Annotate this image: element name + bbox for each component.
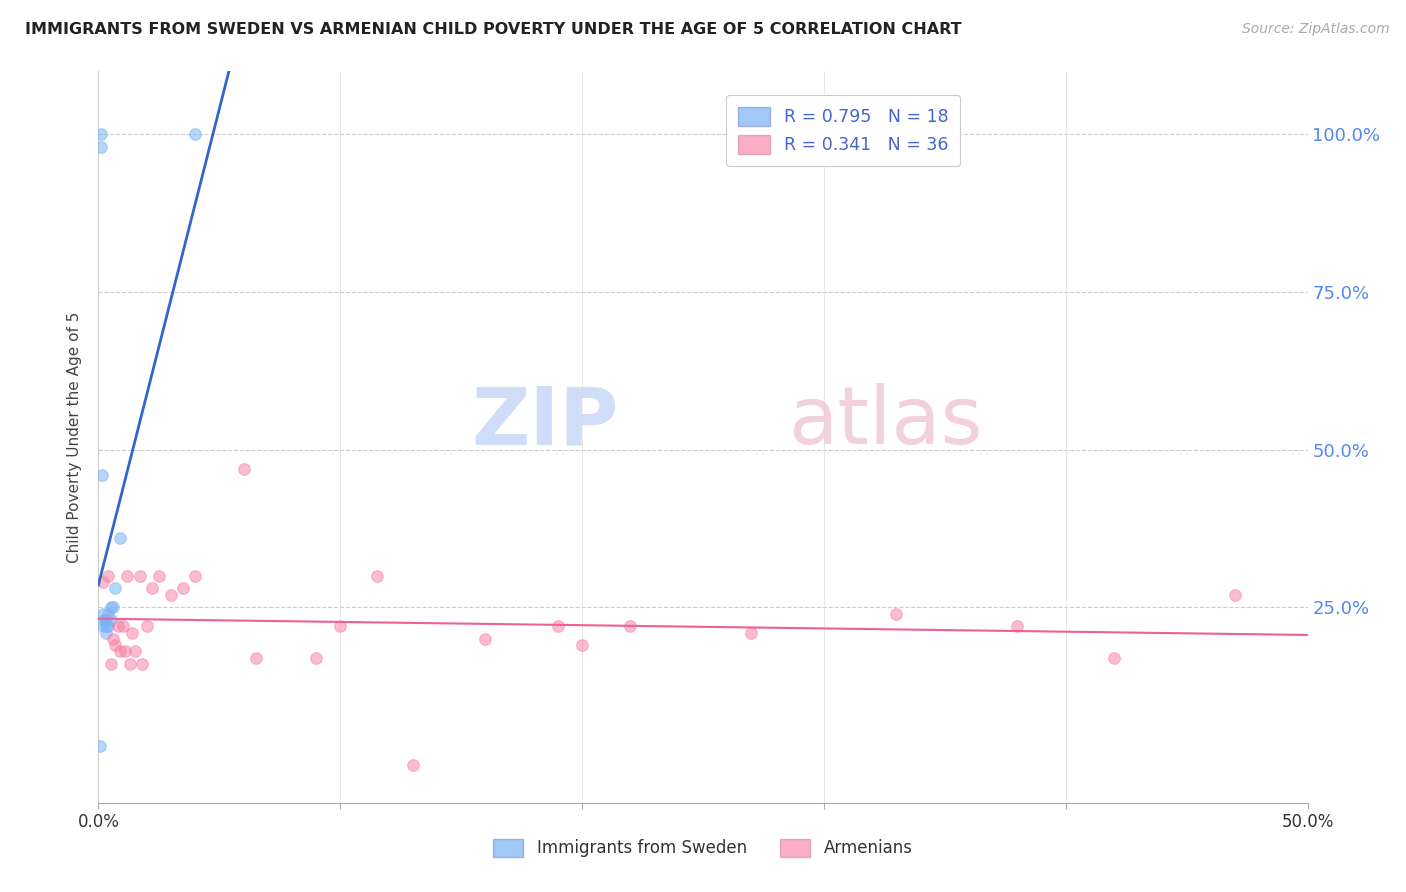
Point <box>97 607 120 621</box>
Point <box>108 531 131 545</box>
Point <box>97 619 120 633</box>
Point <box>94 625 117 640</box>
Text: Source: ZipAtlas.com: Source: ZipAtlas.com <box>1241 22 1389 37</box>
Point <box>1223 588 1246 602</box>
Point <box>108 644 131 658</box>
Legend: Immigrants from Sweden, Armenians: Immigrants from Sweden, Armenians <box>486 832 920 864</box>
Point <box>619 619 641 633</box>
Point <box>305 650 328 665</box>
Point <box>114 644 136 658</box>
Y-axis label: Child Poverty Under the Age of 5: Child Poverty Under the Age of 5 <box>67 311 83 563</box>
Point <box>89 739 111 753</box>
Point <box>172 582 194 596</box>
Point <box>90 140 112 154</box>
Point <box>97 569 120 583</box>
Text: ZIP: ZIP <box>471 384 619 461</box>
Point <box>121 625 143 640</box>
Point <box>402 758 425 772</box>
Point <box>100 600 122 615</box>
Point <box>124 644 146 658</box>
Point <box>104 638 127 652</box>
Text: IMMIGRANTS FROM SWEDEN VS ARMENIAN CHILD POVERTY UNDER THE AGE OF 5 CORRELATION : IMMIGRANTS FROM SWEDEN VS ARMENIAN CHILD… <box>25 22 962 37</box>
Point <box>547 619 569 633</box>
Point <box>91 607 114 621</box>
Point <box>111 619 134 633</box>
Point <box>94 619 117 633</box>
Point <box>232 461 254 475</box>
Point <box>93 613 115 627</box>
Point <box>1007 619 1029 633</box>
Point <box>90 128 112 142</box>
Point <box>94 613 117 627</box>
Point <box>91 467 114 482</box>
Point <box>886 607 908 621</box>
Point <box>104 582 127 596</box>
Point <box>366 569 388 583</box>
Point <box>100 657 122 671</box>
Point <box>474 632 496 646</box>
Point <box>740 625 762 640</box>
Point <box>135 619 157 633</box>
Point <box>118 657 141 671</box>
Point <box>160 588 183 602</box>
Point <box>148 569 170 583</box>
Point <box>91 575 114 590</box>
Point <box>100 613 122 627</box>
Point <box>101 600 124 615</box>
Point <box>245 650 267 665</box>
Point <box>184 569 207 583</box>
Point <box>117 569 139 583</box>
Point <box>107 619 129 633</box>
Point <box>571 638 593 652</box>
Point <box>141 582 163 596</box>
Point <box>131 657 153 671</box>
Text: atlas: atlas <box>787 384 981 461</box>
Point <box>184 128 207 142</box>
Point <box>1102 650 1125 665</box>
Point <box>91 619 114 633</box>
Point <box>128 569 150 583</box>
Point <box>101 632 124 646</box>
Point <box>329 619 352 633</box>
